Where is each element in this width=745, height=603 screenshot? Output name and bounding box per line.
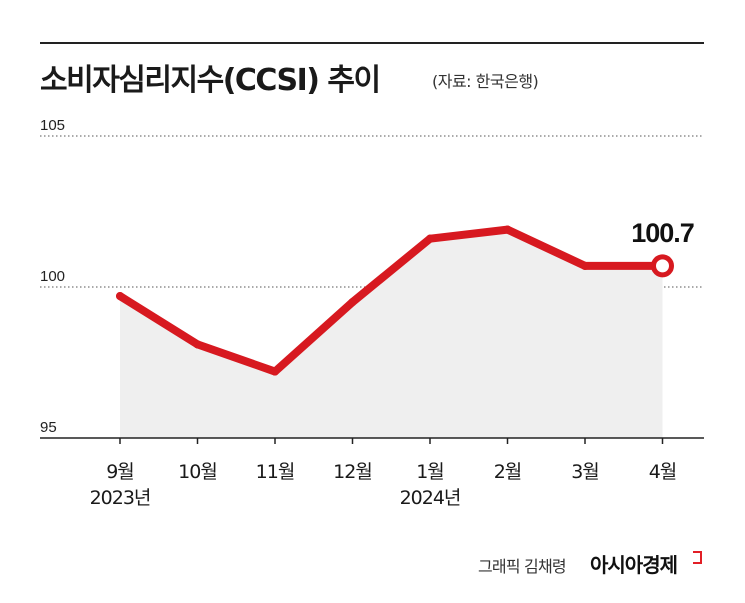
brand-logo: 아시아경제 bbox=[590, 553, 678, 577]
x-year-label: 2024년 bbox=[400, 487, 461, 509]
series-segment bbox=[271, 298, 357, 376]
x-year-label: 2023년 bbox=[90, 487, 151, 509]
end-point-marker bbox=[651, 254, 674, 278]
series-segment bbox=[426, 225, 512, 243]
chart-title: 소비자심리지수(CCSI) 추이 bbox=[40, 63, 381, 98]
x-tick-label: 3월 bbox=[571, 461, 599, 483]
x-tick-label: 11월 bbox=[256, 461, 295, 483]
x-tick-label: 10월 bbox=[178, 461, 217, 483]
data-point bbox=[271, 367, 279, 376]
series-segment bbox=[503, 225, 589, 270]
data-point bbox=[116, 292, 124, 301]
series-segment bbox=[116, 292, 202, 349]
x-tick-label: 1월 bbox=[416, 461, 444, 483]
y-tick-label: 100 bbox=[40, 268, 65, 285]
source-note: (자료: 한국은행) bbox=[432, 72, 539, 91]
top-rule bbox=[40, 42, 704, 44]
series-segment bbox=[348, 234, 434, 307]
x-tick-label: 4월 bbox=[649, 461, 677, 483]
data-point bbox=[193, 340, 202, 349]
data-point bbox=[581, 261, 589, 270]
data-point bbox=[503, 225, 512, 234]
x-tick-label: 9월 bbox=[106, 461, 134, 483]
area-fill bbox=[120, 229, 663, 438]
series-segment bbox=[193, 340, 279, 376]
graphic-credit: 그래픽 김채령 bbox=[478, 557, 567, 576]
brand-mark-icon bbox=[693, 551, 702, 564]
value-annotation: 100.7 bbox=[631, 218, 694, 248]
y-tick-label: 95 bbox=[40, 419, 57, 436]
y-tick-label: 105 bbox=[40, 117, 65, 134]
data-point bbox=[348, 298, 357, 307]
x-tick-label: 12월 bbox=[333, 461, 372, 483]
x-tick-label: 2월 bbox=[494, 461, 522, 483]
data-point bbox=[426, 234, 434, 243]
